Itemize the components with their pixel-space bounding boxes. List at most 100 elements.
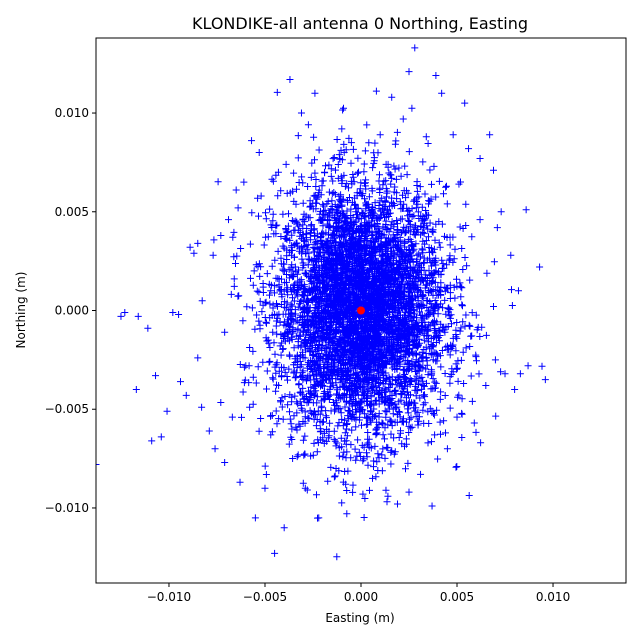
data-point	[470, 419, 478, 427]
data-point	[251, 514, 259, 522]
data-point	[267, 287, 275, 295]
data-point	[411, 44, 419, 52]
data-point	[541, 376, 549, 384]
data-point	[524, 362, 532, 370]
data-point	[321, 168, 329, 176]
data-point	[363, 121, 371, 129]
data-point	[315, 514, 323, 522]
data-point	[236, 478, 244, 486]
center-point	[357, 306, 365, 315]
data-point	[190, 249, 198, 257]
data-point	[163, 407, 171, 415]
data-point	[497, 208, 505, 216]
data-point	[461, 99, 469, 107]
data-point	[449, 131, 457, 139]
data-point	[501, 370, 509, 378]
data-point	[482, 382, 490, 390]
data-point	[217, 231, 225, 239]
data-point	[194, 354, 202, 362]
y-tick-label: 0.005	[55, 205, 89, 219]
data-point	[428, 502, 436, 510]
data-point	[246, 403, 254, 411]
data-point	[507, 251, 515, 259]
data-point	[514, 287, 522, 295]
data-point	[490, 166, 497, 174]
data-point	[117, 312, 125, 320]
data-point	[405, 68, 413, 76]
data-point	[430, 162, 438, 170]
data-point	[225, 216, 232, 224]
data-point	[261, 484, 269, 492]
data-point	[96, 461, 100, 469]
data-point	[342, 480, 350, 488]
data-point	[176, 378, 184, 386]
data-point	[228, 413, 236, 421]
data-point	[438, 89, 446, 97]
data-point	[476, 216, 484, 224]
data-point	[432, 72, 440, 80]
data-point	[453, 413, 461, 421]
data-point	[144, 324, 152, 332]
data-point	[455, 180, 463, 188]
chart-title: KLONDIKE-all antenna 0 Northing, Easting	[192, 14, 528, 33]
y-tick-label: −0.005	[45, 402, 89, 416]
data-point	[493, 224, 501, 232]
data-point	[121, 308, 129, 316]
x-axis-label: Easting (m)	[325, 611, 394, 625]
y-tick-label: 0.000	[55, 304, 89, 318]
data-point	[211, 445, 219, 453]
data-point	[232, 186, 240, 194]
data-point	[288, 425, 296, 433]
data-point	[332, 464, 340, 472]
data-point	[175, 310, 183, 318]
data-point	[282, 160, 290, 168]
data-point	[359, 490, 367, 498]
data-point	[132, 385, 140, 393]
data-point	[405, 488, 413, 496]
data-point	[148, 437, 156, 445]
data-point	[234, 204, 242, 212]
data-point	[194, 239, 202, 247]
data-point	[338, 125, 346, 133]
data-point	[271, 549, 279, 557]
data-point	[443, 445, 451, 453]
data-point	[441, 429, 449, 437]
data-point	[255, 149, 263, 157]
data-point	[267, 431, 275, 439]
y-tick-label: 0.010	[55, 106, 89, 120]
data-point	[393, 500, 401, 508]
data-point	[257, 192, 265, 200]
plot-area	[96, 44, 549, 561]
x-tick-label: 0.010	[536, 590, 570, 604]
y-axis-label: Northing (m)	[14, 272, 28, 349]
data-point	[186, 243, 194, 251]
data-point	[134, 312, 142, 320]
data-point	[169, 308, 177, 316]
y-axis: −0.010 −0.005 0.000 0.005 0.010	[45, 106, 96, 515]
data-point	[369, 474, 377, 482]
x-tick-label: 0.005	[440, 590, 474, 604]
data-point	[301, 484, 309, 492]
data-point	[486, 131, 494, 139]
x-tick-label: −0.005	[243, 590, 287, 604]
data-point	[297, 109, 305, 117]
data-point	[221, 328, 229, 336]
x-tick-label: −0.010	[147, 590, 191, 604]
data-point	[152, 372, 160, 380]
data-point	[182, 391, 190, 399]
data-point	[286, 75, 294, 83]
data-point	[221, 459, 229, 467]
data-point	[516, 370, 524, 378]
data-point	[382, 486, 390, 494]
data-point	[347, 139, 355, 147]
data-point	[157, 433, 165, 441]
data-point	[511, 385, 519, 393]
data-point	[240, 178, 248, 186]
data-point	[198, 403, 206, 411]
data-point	[522, 206, 530, 214]
data-cloud	[198, 87, 546, 561]
data-point	[205, 427, 213, 435]
data-point	[422, 133, 430, 141]
